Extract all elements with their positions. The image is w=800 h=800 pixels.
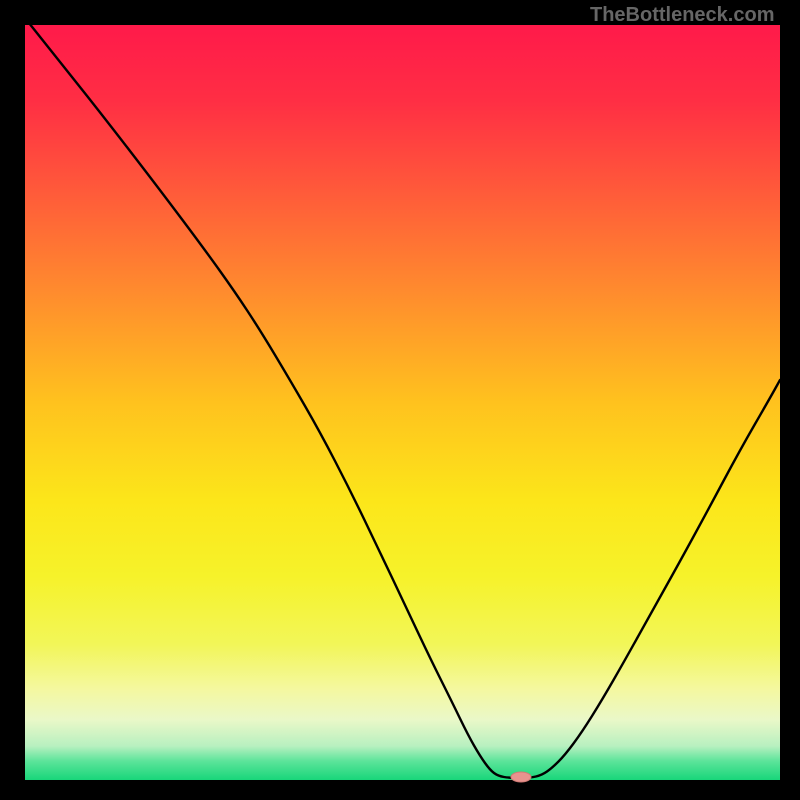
gradient-plot-area bbox=[25, 25, 780, 780]
watermark-text: TheBottleneck.com bbox=[590, 4, 774, 27]
chart-container: TheBottleneck.com bbox=[0, 0, 800, 800]
bottleneck-chart bbox=[0, 0, 800, 800]
optimal-point-marker bbox=[511, 772, 531, 782]
